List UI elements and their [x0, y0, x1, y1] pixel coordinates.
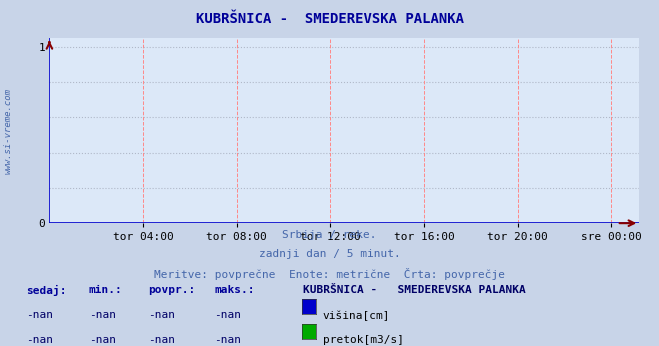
- Text: -nan: -nan: [148, 310, 175, 320]
- Text: Meritve: povprečne  Enote: metrične  Črta: povprečje: Meritve: povprečne Enote: metrične Črta:…: [154, 268, 505, 280]
- Text: povpr.:: povpr.:: [148, 285, 196, 295]
- Text: -nan: -nan: [214, 335, 241, 345]
- Text: pretok[m3/s]: pretok[m3/s]: [323, 335, 404, 345]
- Text: -nan: -nan: [214, 310, 241, 320]
- Text: višina[cm]: višina[cm]: [323, 310, 390, 321]
- Text: -nan: -nan: [148, 335, 175, 345]
- Text: -nan: -nan: [89, 335, 116, 345]
- Text: www.si-vreme.com: www.si-vreme.com: [3, 89, 13, 174]
- Text: min.:: min.:: [89, 285, 123, 295]
- Text: zadnji dan / 5 minut.: zadnji dan / 5 minut.: [258, 249, 401, 259]
- Text: -nan: -nan: [26, 310, 53, 320]
- Text: -nan: -nan: [89, 310, 116, 320]
- Text: KUBRŠNICA -   SMEDEREVSKA PALANKA: KUBRŠNICA - SMEDEREVSKA PALANKA: [303, 285, 526, 295]
- Text: Srbija / reke.: Srbija / reke.: [282, 230, 377, 240]
- Text: -nan: -nan: [26, 335, 53, 345]
- Text: KUBRŠNICA -  SMEDEREVSKA PALANKA: KUBRŠNICA - SMEDEREVSKA PALANKA: [196, 12, 463, 26]
- Text: sedaj:: sedaj:: [26, 285, 67, 297]
- Text: maks.:: maks.:: [214, 285, 254, 295]
